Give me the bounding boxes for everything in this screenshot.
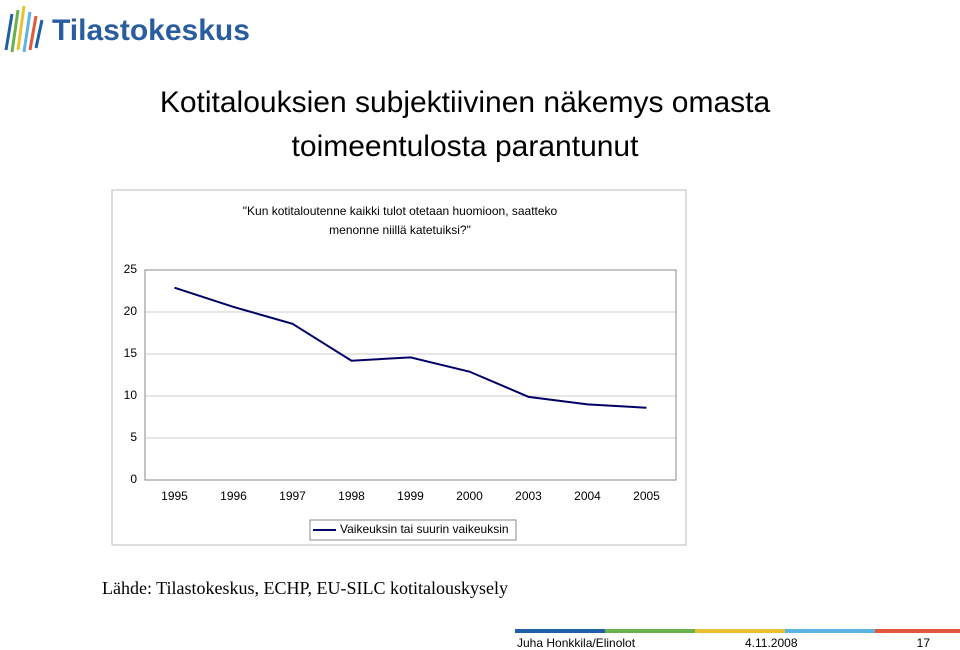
x-tick-label: 2004 [574, 489, 601, 503]
y-tick-label: 20 [124, 304, 138, 318]
footer-author: Juha Honkkila/Elinolot [517, 636, 636, 650]
chart-frame [111, 189, 687, 546]
x-tick-label: 2005 [633, 489, 660, 503]
x-tick-label: 2000 [456, 489, 483, 503]
plot-area [144, 269, 677, 481]
x-tick-label: 1999 [397, 489, 424, 503]
y-tick-label: 25 [124, 262, 138, 276]
slide-title: toimeentulosta parantunut [292, 130, 640, 163]
chart-title: menonne niillä katetuiksi?" [329, 223, 471, 237]
series-line [174, 286, 647, 409]
logo-text: Tilastokeskus [52, 14, 250, 47]
y-tick-label: 5 [130, 430, 137, 444]
x-tick-label: 1995 [161, 489, 188, 503]
logo-icon [4, 5, 44, 53]
y-tick-label: 15 [124, 346, 138, 360]
source: Lähde: Tilastokeskus, ECHP, EU-SILC koti… [102, 578, 508, 598]
slide-title: Kotitalouksien subjektiivinen näkemys om… [160, 86, 771, 119]
footer-date: 4.11.2008 [745, 636, 798, 650]
footer-page: 17 [917, 636, 931, 650]
y-tick-label: 10 [124, 388, 138, 402]
x-tick-label: 1998 [338, 489, 365, 503]
chart-title: "Kun kotitaloutenne kaikki tulot otetaan… [243, 204, 558, 218]
legend-box [309, 519, 517, 541]
legend-label: Vaikeuksin tai suurin vaikeuksin [340, 522, 509, 536]
y-tick-label: 0 [130, 472, 137, 486]
x-tick-label: 1997 [279, 489, 306, 503]
x-tick-label: 1996 [220, 489, 247, 503]
x-tick-label: 2003 [515, 489, 542, 503]
footer-bar [515, 629, 960, 633]
